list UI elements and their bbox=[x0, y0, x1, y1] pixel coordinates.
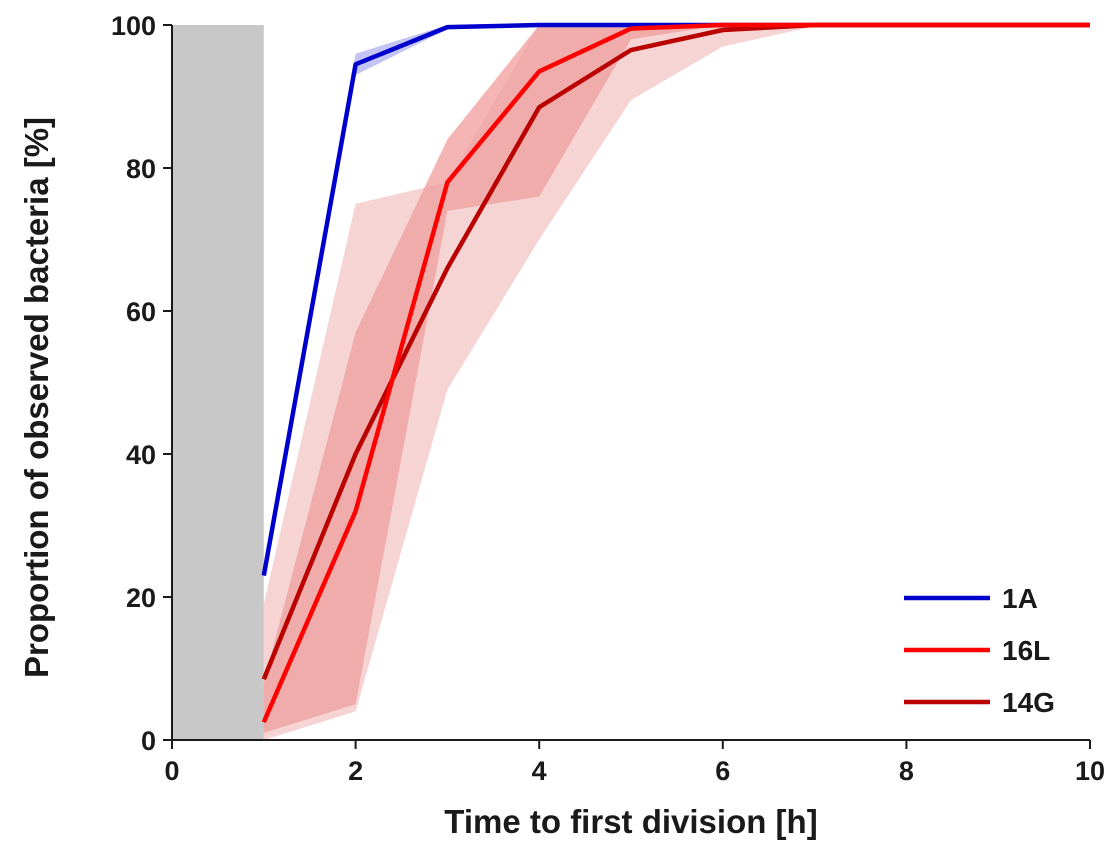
x-tick-label: 4 bbox=[532, 756, 547, 786]
y-tick-label: 60 bbox=[126, 297, 156, 327]
shaded-region bbox=[172, 25, 264, 740]
y-tick-label: 40 bbox=[126, 440, 156, 470]
legend-label-1a: 1A bbox=[1002, 583, 1038, 614]
y-tick-label: 20 bbox=[126, 583, 156, 613]
x-tick-label: 10 bbox=[1075, 756, 1105, 786]
series-line-16l bbox=[261, 22, 1090, 724]
x-tick-label: 6 bbox=[715, 756, 730, 786]
x-tick-label: 0 bbox=[164, 756, 179, 786]
axes bbox=[171, 25, 1090, 741]
band-14g bbox=[263, 25, 1090, 740]
x-tick-label: 8 bbox=[899, 756, 914, 786]
y-tick-label: 80 bbox=[126, 154, 156, 184]
y-tick-label: 0 bbox=[141, 726, 156, 756]
x-tick-label: 2 bbox=[348, 756, 363, 786]
band-16l bbox=[263, 25, 1090, 733]
y-tick-label: 100 bbox=[111, 11, 156, 41]
legend-label-14g: 14G bbox=[1002, 687, 1055, 718]
y-axis-title: Proportion of observed bacteria [%] bbox=[18, 117, 55, 678]
x-ticks: 0 2 4 6 8 10 bbox=[164, 740, 1105, 786]
legend: 1A 16L 14G bbox=[904, 583, 1055, 718]
confidence-bands bbox=[263, 25, 1090, 740]
x-axis-title: Time to first division [h] bbox=[444, 803, 817, 840]
y-ticks: 0 20 40 60 80 100 bbox=[111, 11, 172, 756]
legend-label-16l: 16L bbox=[1002, 635, 1050, 666]
series-lines bbox=[261, 22, 1090, 724]
